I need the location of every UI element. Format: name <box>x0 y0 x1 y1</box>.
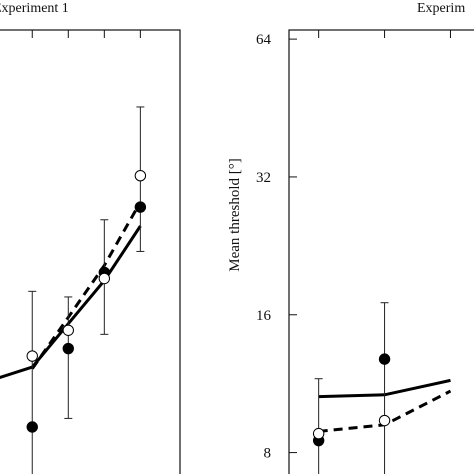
panel-title: Experim <box>417 1 465 16</box>
panel-title: Experiment 1 <box>0 1 69 16</box>
y-axis-label: Mean threshold [°] <box>227 158 243 271</box>
y-tick-label: 16 <box>256 308 272 324</box>
data-point-filled <box>26 421 38 433</box>
y-tick-label: 32 <box>256 170 271 186</box>
data-point-filled <box>62 342 74 355</box>
data-point-open <box>26 350 38 362</box>
data-point-open <box>378 414 391 427</box>
fit-line-dashed <box>31 201 142 370</box>
y-tick-label: 64 <box>256 32 272 48</box>
plot-frame <box>288 29 474 474</box>
y-tick-label: 8 <box>264 446 272 462</box>
data-point-open <box>312 427 325 440</box>
data-point-open <box>134 169 147 182</box>
data-point-filled <box>134 201 147 213</box>
fit-line-solid <box>0 225 142 380</box>
data-point-open <box>62 324 74 336</box>
panel-experiment-1: Experiment 1 <box>0 1 181 474</box>
panel-experiment-2: Experim Mean threshold [°] 8 16 32 64 <box>227 1 474 474</box>
plot-frame <box>0 29 181 474</box>
data-point-open <box>98 272 111 285</box>
data-point-filled <box>378 353 391 365</box>
